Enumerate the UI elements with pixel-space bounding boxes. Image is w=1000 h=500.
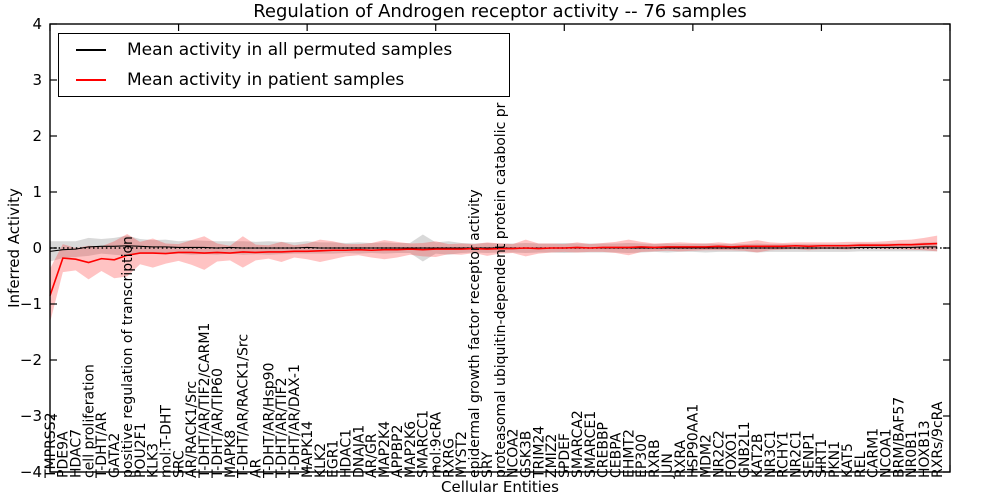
x-tick-label: SENP1 [801, 432, 817, 478]
x-tick-label: HSP90AA1 [686, 404, 702, 478]
x-tick-label: SRC [171, 450, 187, 478]
x-tick-label: T-DHT/AR/TIF2/CARM1 [197, 323, 213, 479]
permuted-line-swatch [76, 48, 106, 51]
y-tick-label: −1 [20, 295, 42, 313]
permuted-mean-line [49, 245, 938, 252]
x-tick-label: NR2C1 [789, 430, 805, 478]
x-tick-label: AR/RACK1/Src [184, 381, 200, 478]
x-tick-label: GSK3B [519, 431, 535, 478]
y-axis-label: Inferred Activity [5, 188, 23, 308]
x-tick-label: SMARCC1 [416, 410, 432, 478]
x-tick-label: AR/GR [364, 433, 380, 478]
x-axis-label: Cellular Entities [441, 478, 559, 496]
x-tick-label: REL [853, 451, 869, 478]
x-tick-label: PDE9A [56, 431, 72, 478]
legend-label-permuted: Mean activity in all permuted samples [127, 39, 453, 60]
y-tick-label: −2 [20, 351, 42, 369]
x-tick-label: NCOA2 [506, 428, 522, 478]
x-tick-label: mol:9cRA [429, 411, 445, 478]
x-tick-label: KLK2 [313, 443, 329, 478]
x-tick-label: BRM/BAF57 [891, 397, 907, 478]
x-tick-label: MAPK8 [223, 430, 239, 478]
legend-entry-permuted: Mean activity in all permuted samples [59, 35, 509, 65]
x-tick-label: NR3C1 [763, 430, 779, 478]
chart-title: Regulation of Androgen receptor activity… [253, 1, 747, 22]
x-tick-label: TRIM24 [531, 426, 547, 479]
x-tick-label: SMARCE1 [583, 411, 599, 478]
x-tick-label: POU2F1 [133, 422, 149, 478]
x-tick-label: cell proliferation [81, 364, 97, 478]
patient-std-band [50, 234, 938, 323]
x-tick-label: MAP2K4 [377, 421, 393, 478]
y-tick-label: 0 [32, 239, 42, 257]
x-tick-label: mol:T-DHT [159, 405, 175, 478]
x-tick-label: TMPRSS2 [43, 413, 59, 479]
x-tick-label: T-DHT/AR/TIP60 [210, 368, 226, 479]
legend: Mean activity in all permuted samples Me… [58, 33, 510, 97]
x-tick-label: T-DHT/AR/RACK1/Src [236, 334, 252, 479]
x-tick-label: T-DHT/AR [94, 412, 110, 479]
x-tick-label: T-DHT/AR/DAX-1 [287, 364, 303, 479]
x-tick-label: AR [249, 458, 265, 478]
x-tick-label: CARM1 [866, 428, 882, 478]
y-tick-label: 1 [32, 183, 42, 201]
x-tick-label: KLK3 [146, 443, 162, 478]
x-tick-label: NR2C2 [711, 430, 727, 478]
x-tick-label: proteasomal ubiquitin-dependent protein … [493, 102, 509, 478]
x-tick-label: APPBP2 [390, 425, 406, 478]
x-tick-label: KAT5 [840, 443, 856, 478]
x-tick-label: GATA2 [107, 433, 123, 478]
patient-mean-line [49, 242, 938, 296]
x-tick-label: SPDEF [557, 433, 573, 478]
y-tick-label: 4 [32, 15, 42, 33]
y-tick-label: 2 [32, 127, 42, 145]
x-tick-label: HDAC1 [339, 429, 355, 478]
x-tick-label: GNB2L1 [737, 421, 753, 478]
patient-line-swatch [76, 79, 106, 82]
x-tick-label: JUN [660, 453, 676, 479]
x-tick-label: CREBBP [596, 422, 612, 478]
x-tick-label: MAP2K6 [403, 421, 419, 478]
x-tick-label: DNAJA1 [351, 425, 367, 478]
y-tick-label: −3 [20, 407, 42, 425]
x-tick-label: FOXO1 [724, 431, 740, 478]
x-tick-label: T-DHT/AR/Hsp90 [261, 363, 277, 479]
x-tick-label: RXRs/9cRA [930, 401, 946, 478]
x-tick-label: CEBPA [609, 432, 625, 478]
x-tick-label: MYST2 [454, 431, 470, 478]
x-tick-label: NCOA1 [879, 428, 895, 478]
legend-label-patient: Mean activity in patient samples [127, 70, 405, 91]
x-tick-label: MAPK14 [300, 421, 316, 478]
x-tick-label: HOXB13 [917, 420, 933, 478]
x-tick-label: NR0B1 [904, 430, 920, 478]
x-tick-label: SMARCA2 [570, 410, 586, 478]
x-tick-label: HDAC7 [69, 429, 85, 478]
x-tick-label: T-DHT/AR/TIF2 [274, 377, 290, 479]
legend-entry-patient: Mean activity in patient samples [59, 65, 509, 95]
x-tick-label: epidermal growth factor receptor activit… [467, 189, 483, 478]
y-tick-label: 3 [32, 71, 42, 89]
x-tick-label: SRY [480, 451, 496, 478]
x-tick-label: RCHY1 [776, 431, 792, 478]
x-tick-label: EHMT2 [621, 429, 637, 478]
